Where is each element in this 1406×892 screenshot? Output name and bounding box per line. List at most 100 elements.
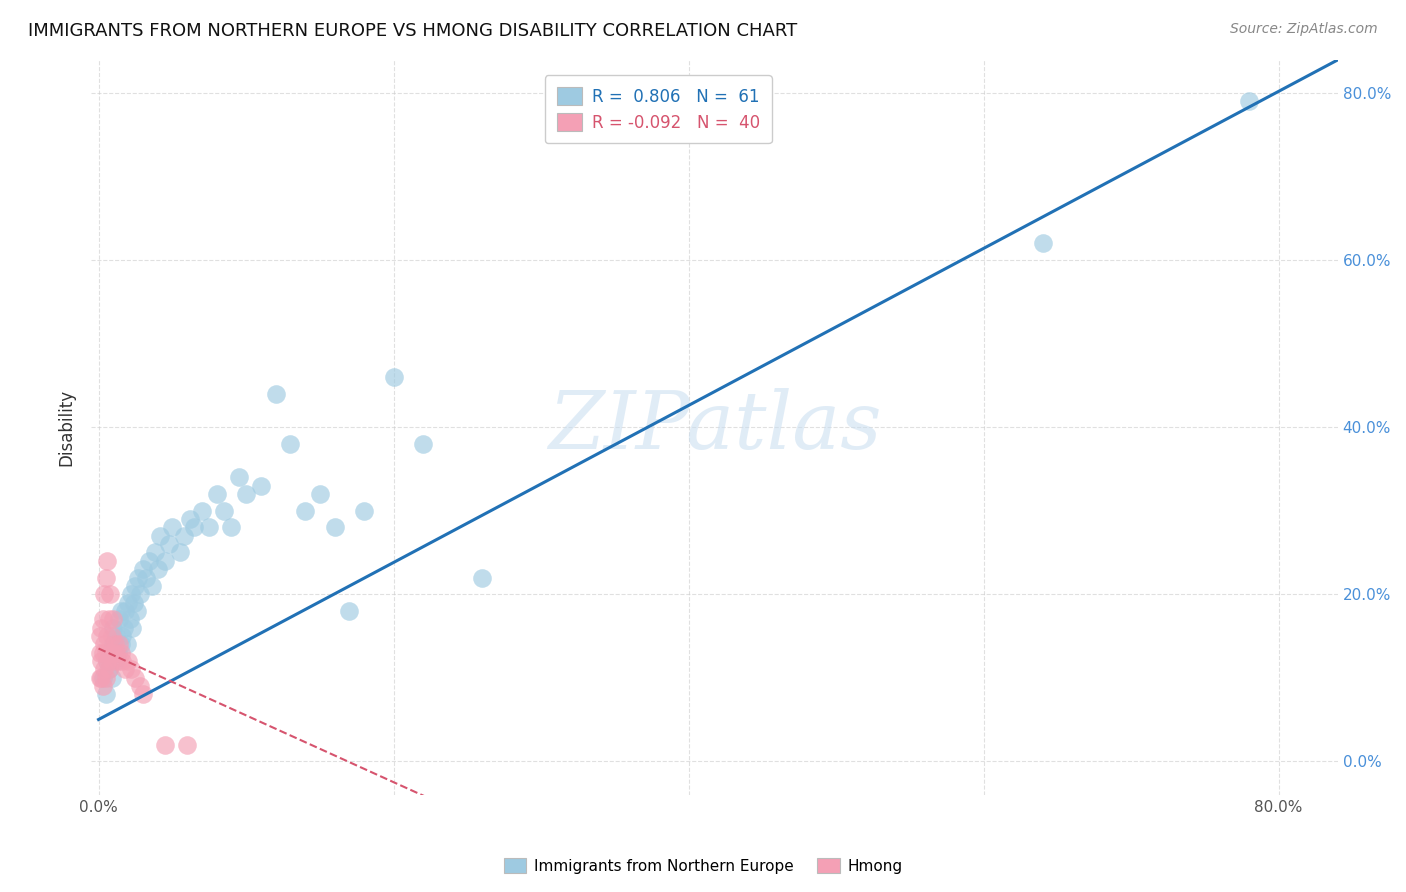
Point bbox=[115, 637, 138, 651]
Point bbox=[98, 646, 121, 660]
Point bbox=[94, 688, 117, 702]
Point bbox=[97, 662, 120, 676]
Point bbox=[121, 621, 143, 635]
Point bbox=[111, 654, 134, 668]
Point bbox=[183, 520, 205, 534]
Point bbox=[294, 504, 316, 518]
Point bbox=[107, 654, 129, 668]
Point bbox=[108, 612, 131, 626]
Point bbox=[169, 545, 191, 559]
Point bbox=[110, 604, 132, 618]
Point bbox=[94, 570, 117, 584]
Point bbox=[412, 437, 434, 451]
Point bbox=[176, 738, 198, 752]
Point bbox=[162, 520, 184, 534]
Point bbox=[94, 671, 117, 685]
Point bbox=[93, 662, 115, 676]
Point bbox=[89, 629, 111, 643]
Point bbox=[90, 654, 112, 668]
Point bbox=[143, 545, 166, 559]
Point bbox=[97, 612, 120, 626]
Point bbox=[91, 671, 114, 685]
Point bbox=[124, 579, 146, 593]
Point bbox=[117, 654, 139, 668]
Point bbox=[228, 470, 250, 484]
Point bbox=[105, 629, 128, 643]
Legend: Immigrants from Northern Europe, Hmong: Immigrants from Northern Europe, Hmong bbox=[498, 852, 908, 880]
Point bbox=[114, 604, 136, 618]
Point bbox=[101, 671, 124, 685]
Point bbox=[120, 662, 142, 676]
Point bbox=[141, 579, 163, 593]
Point bbox=[337, 604, 360, 618]
Text: IMMIGRANTS FROM NORTHERN EUROPE VS HMONG DISABILITY CORRELATION CHART: IMMIGRANTS FROM NORTHERN EUROPE VS HMONG… bbox=[28, 22, 797, 40]
Point bbox=[173, 529, 195, 543]
Point bbox=[96, 654, 118, 668]
Point bbox=[149, 529, 172, 543]
Point bbox=[96, 554, 118, 568]
Y-axis label: Disability: Disability bbox=[58, 389, 75, 466]
Point bbox=[132, 562, 155, 576]
Point bbox=[221, 520, 243, 534]
Point bbox=[103, 646, 125, 660]
Point bbox=[108, 637, 131, 651]
Point bbox=[104, 654, 127, 668]
Point bbox=[97, 662, 120, 676]
Point bbox=[198, 520, 221, 534]
Point bbox=[323, 520, 346, 534]
Point bbox=[101, 629, 124, 643]
Point bbox=[98, 646, 121, 660]
Point bbox=[135, 570, 157, 584]
Point bbox=[1032, 236, 1054, 251]
Point bbox=[104, 637, 127, 651]
Point bbox=[91, 646, 114, 660]
Point bbox=[179, 512, 201, 526]
Point bbox=[157, 537, 180, 551]
Point bbox=[93, 587, 115, 601]
Point bbox=[101, 654, 124, 668]
Text: Source: ZipAtlas.com: Source: ZipAtlas.com bbox=[1230, 22, 1378, 37]
Point bbox=[90, 621, 112, 635]
Point bbox=[93, 637, 115, 651]
Point bbox=[94, 646, 117, 660]
Point bbox=[127, 570, 149, 584]
Point bbox=[90, 671, 112, 685]
Point bbox=[125, 604, 148, 618]
Point bbox=[117, 596, 139, 610]
Point bbox=[205, 487, 228, 501]
Legend: R =  0.806   N =  61, R = -0.092   N =  40: R = 0.806 N = 61, R = -0.092 N = 40 bbox=[546, 75, 772, 144]
Point bbox=[98, 587, 121, 601]
Point bbox=[91, 679, 114, 693]
Point bbox=[120, 587, 142, 601]
Point bbox=[103, 612, 125, 626]
Point bbox=[212, 504, 235, 518]
Point bbox=[264, 386, 287, 401]
Point bbox=[138, 554, 160, 568]
Point bbox=[122, 596, 145, 610]
Point bbox=[107, 646, 129, 660]
Point bbox=[191, 504, 214, 518]
Point bbox=[110, 646, 132, 660]
Point bbox=[112, 621, 135, 635]
Point bbox=[103, 637, 125, 651]
Point bbox=[382, 370, 405, 384]
Point bbox=[89, 671, 111, 685]
Point bbox=[353, 504, 375, 518]
Point bbox=[96, 629, 118, 643]
Point bbox=[89, 646, 111, 660]
Point bbox=[111, 629, 134, 643]
Point bbox=[128, 679, 150, 693]
Text: ZIPatlas: ZIPatlas bbox=[548, 388, 882, 466]
Point bbox=[132, 688, 155, 702]
Point bbox=[124, 671, 146, 685]
Point bbox=[153, 738, 176, 752]
Point bbox=[308, 487, 330, 501]
Point bbox=[146, 562, 169, 576]
Point bbox=[103, 621, 125, 635]
Point bbox=[110, 637, 132, 651]
Point bbox=[114, 662, 136, 676]
Point bbox=[249, 478, 271, 492]
Point bbox=[91, 612, 114, 626]
Point bbox=[1237, 95, 1260, 109]
Point bbox=[278, 437, 301, 451]
